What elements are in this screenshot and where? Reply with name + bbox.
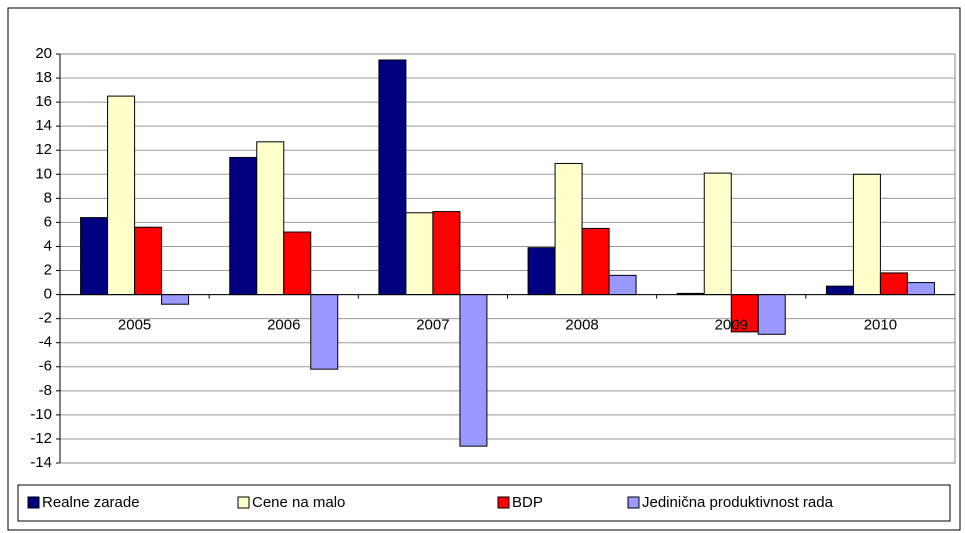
bar xyxy=(229,156,258,296)
legend-box xyxy=(17,484,951,522)
y-tick-label: 4 xyxy=(44,237,52,254)
bar xyxy=(527,247,556,296)
bar xyxy=(825,285,854,296)
y-tick-label: 8 xyxy=(44,189,52,206)
bar xyxy=(283,231,312,296)
legend-swatch xyxy=(27,496,40,509)
bar xyxy=(703,172,732,296)
y-tick-label: -14 xyxy=(30,454,52,471)
y-tick-label: 18 xyxy=(35,69,52,86)
legend-swatch xyxy=(237,496,250,509)
legend-label: Jedinična produktivnost rada xyxy=(642,494,834,511)
bar xyxy=(459,294,488,447)
bar xyxy=(879,272,908,296)
bar xyxy=(554,162,583,296)
bar xyxy=(581,227,610,296)
y-tick-label: -2 xyxy=(39,310,52,327)
y-tick-label: -4 xyxy=(39,334,52,351)
y-tick-label: -12 xyxy=(30,430,52,447)
legend-label: Realne zarade xyxy=(42,494,140,511)
bar xyxy=(107,95,136,296)
y-tick-label: 16 xyxy=(35,93,52,110)
bar xyxy=(80,217,109,296)
y-tick-label: 0 xyxy=(44,286,52,303)
bar xyxy=(608,274,637,296)
bar xyxy=(256,141,285,296)
y-tick-label: 20 xyxy=(35,45,52,62)
bar xyxy=(405,212,434,296)
y-tick-label: 2 xyxy=(44,261,52,278)
y-tick-label: -8 xyxy=(39,382,52,399)
x-tick-label: 2010 xyxy=(864,317,897,334)
bar xyxy=(161,294,190,305)
bar xyxy=(852,173,881,296)
y-tick-label: 14 xyxy=(35,117,52,134)
legend-swatch xyxy=(497,496,510,509)
y-tick-label: 10 xyxy=(35,165,52,182)
x-tick-label: 2008 xyxy=(565,317,598,334)
bar xyxy=(906,282,935,296)
bar xyxy=(432,211,461,296)
legend-label: Cene na malo xyxy=(252,494,345,511)
x-tick-label: 2007 xyxy=(416,317,449,334)
y-tick-label: -10 xyxy=(30,406,52,423)
x-tick-label: 2009 xyxy=(715,317,748,334)
x-tick-label: 2006 xyxy=(267,317,300,334)
legend-label: BDP xyxy=(512,494,543,511)
bar xyxy=(757,294,786,335)
bar xyxy=(310,294,339,370)
x-tick-label: 2005 xyxy=(118,317,151,334)
y-tick-label: 12 xyxy=(35,141,52,158)
y-tick-label: -6 xyxy=(39,358,52,375)
legend-swatch xyxy=(627,496,640,509)
y-tick-label: 6 xyxy=(44,213,52,230)
bar xyxy=(378,59,407,296)
bar xyxy=(134,226,163,296)
